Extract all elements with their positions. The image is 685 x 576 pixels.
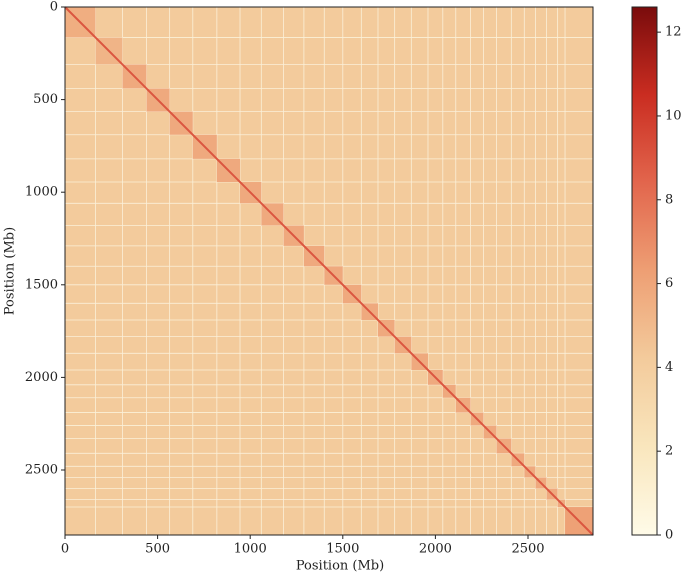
y-tick-label: 2000 bbox=[25, 370, 58, 385]
x-tick-label: 0 bbox=[61, 542, 69, 557]
colorbar bbox=[631, 6, 658, 536]
x-tick-label: 1500 bbox=[326, 542, 359, 557]
colorbar-tick-label: 12 bbox=[665, 25, 682, 40]
colorbar-tick-label: 4 bbox=[665, 360, 673, 375]
y-tick-label: 1500 bbox=[25, 277, 58, 292]
y-tick-label: 0 bbox=[50, 0, 58, 15]
y-axis-label: Position (Mb) bbox=[3, 227, 18, 315]
x-tick-label: 1000 bbox=[234, 542, 267, 557]
colorbar-tick-label: 8 bbox=[665, 192, 673, 207]
x-tick-label: 500 bbox=[145, 542, 170, 557]
colorbar-tick-label: 2 bbox=[665, 444, 673, 459]
colorbar-tick-label: 6 bbox=[665, 276, 673, 291]
y-tick-label: 1000 bbox=[25, 185, 58, 200]
colorbar-tick-label: 10 bbox=[665, 108, 682, 123]
colorbar-tick-label: 0 bbox=[665, 528, 673, 543]
diagonal bbox=[64, 6, 594, 536]
y-tick-label: 500 bbox=[33, 92, 58, 107]
y-tick-label: 2500 bbox=[25, 462, 58, 477]
x-tick-label: 2000 bbox=[419, 542, 452, 557]
x-tick-label: 2500 bbox=[511, 542, 544, 557]
plot-frame bbox=[64, 6, 594, 536]
x-axis-label: Position (Mb) bbox=[296, 559, 384, 574]
